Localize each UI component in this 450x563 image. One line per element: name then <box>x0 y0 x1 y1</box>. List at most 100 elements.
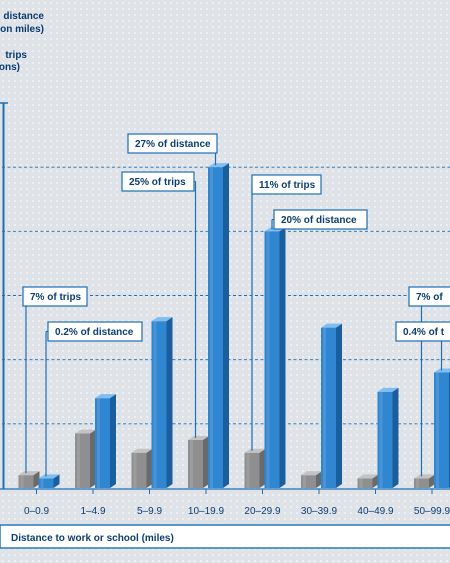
bar-side <box>429 474 435 488</box>
bar <box>357 474 379 488</box>
bar-front <box>188 439 203 488</box>
bar-top <box>208 163 229 168</box>
bar-front <box>301 475 316 488</box>
bar-top <box>414 474 435 479</box>
bar-highlight <box>133 452 137 488</box>
bar-top <box>357 474 379 479</box>
bar-highlight <box>20 475 24 488</box>
bar <box>301 471 322 488</box>
bar-top <box>131 448 153 453</box>
callout-label: 20% of distance <box>281 215 357 226</box>
callout-box <box>408 286 450 307</box>
x-tick-label: 20–29.9 <box>244 506 281 517</box>
callout-label: 7% of trips <box>30 292 82 303</box>
bar-highlight <box>190 439 193 488</box>
bar-side <box>53 474 60 488</box>
callout: 7% of trips <box>22 286 88 474</box>
callouts: 27% of distance 25% of trips 11% of trips 2… <box>22 133 450 477</box>
bar-highlight <box>97 398 100 488</box>
bar <box>95 394 116 488</box>
callout-label: 25% of trips <box>129 177 186 188</box>
legend-trips-line-1: trips <box>5 50 27 61</box>
x-tick-label: 5–9.9 <box>137 506 162 517</box>
bar <box>414 474 435 488</box>
bar <box>377 387 399 488</box>
bar <box>131 448 153 488</box>
bar-side <box>166 317 173 488</box>
bar-highlight <box>153 321 157 488</box>
bar-highlight <box>266 231 270 489</box>
bar <box>188 435 209 488</box>
callout: 27% of distance <box>127 133 218 166</box>
bar-side <box>146 448 153 488</box>
bar <box>75 429 96 488</box>
bar-front <box>414 478 429 488</box>
bar-highlight <box>436 372 439 488</box>
x-axis-label: Distance to work or school (miles) <box>11 533 174 544</box>
x-axis-label-box: Distance to work or school (miles) <box>0 524 450 549</box>
callout-label: 11% of trips <box>259 180 316 191</box>
x-axis-label-frame <box>0 524 450 549</box>
bar-front <box>244 452 260 488</box>
bar-front <box>38 478 54 488</box>
callout-box <box>251 174 322 195</box>
legend: distance on miles) trips ons) <box>0 11 44 73</box>
bar-highlight <box>359 478 363 488</box>
x-tick-label: 50–99.9 <box>414 506 450 517</box>
bar-top <box>321 323 342 328</box>
bar-front <box>18 475 34 488</box>
legend-distance-line-2: on miles) <box>0 24 44 35</box>
bar-front <box>151 321 167 488</box>
bar-side <box>223 163 229 488</box>
bar-side <box>90 429 96 488</box>
bar <box>321 323 342 488</box>
bar-highlight <box>303 475 306 488</box>
callout-box <box>395 321 450 342</box>
callout: 11% of trips <box>251 174 322 451</box>
bar <box>434 368 450 488</box>
bar-top <box>244 448 266 453</box>
bar-highlight <box>40 478 44 488</box>
bar-front <box>357 478 373 488</box>
bar-side <box>392 387 399 488</box>
callout-box <box>22 286 88 307</box>
x-tick-label: 30–39.9 <box>301 506 338 517</box>
bar-highlight <box>323 327 326 488</box>
bar <box>151 317 173 488</box>
bar-front <box>75 433 90 488</box>
bar-front <box>321 327 336 488</box>
bar <box>208 163 229 488</box>
bar-highlight <box>246 452 250 488</box>
callout-box <box>47 321 143 342</box>
x-tick-label: 40–49.9 <box>357 506 394 517</box>
bar <box>38 474 60 488</box>
callout-label: 27% of distance <box>135 139 211 150</box>
callout: 25% of trips <box>121 171 197 438</box>
bar-top <box>188 435 209 440</box>
bar-side <box>110 394 116 488</box>
bar-highlight <box>210 167 213 488</box>
bar-side <box>259 448 266 488</box>
bar-front <box>264 231 280 489</box>
bar-top <box>151 317 173 322</box>
bar <box>18 471 40 488</box>
bar <box>244 448 266 488</box>
bar-top <box>377 387 399 392</box>
callout-label: 0.2% of distance <box>55 327 134 338</box>
x-tick-label: 0–0.9 <box>24 506 49 517</box>
bar-side <box>203 435 209 488</box>
bar-top <box>301 471 322 476</box>
callout-label: 7% of <box>416 292 443 303</box>
bar-side <box>372 474 379 488</box>
bar-front <box>208 167 223 488</box>
bar <box>264 227 286 489</box>
x-tick-label: 10–19.9 <box>188 506 225 517</box>
bar-side <box>279 227 286 489</box>
bar-top <box>75 429 96 434</box>
legend-trips-line-2: ons) <box>0 62 20 73</box>
callout-label: 0.4% of t <box>403 327 445 338</box>
x-tick-labels: 0–0.9 1–4.9 5–9.9 10–19.9 20–29.9 30–39.9 40–4… <box>24 489 450 517</box>
callout: 0.2% of distance <box>45 321 143 477</box>
bar-top <box>95 394 116 399</box>
